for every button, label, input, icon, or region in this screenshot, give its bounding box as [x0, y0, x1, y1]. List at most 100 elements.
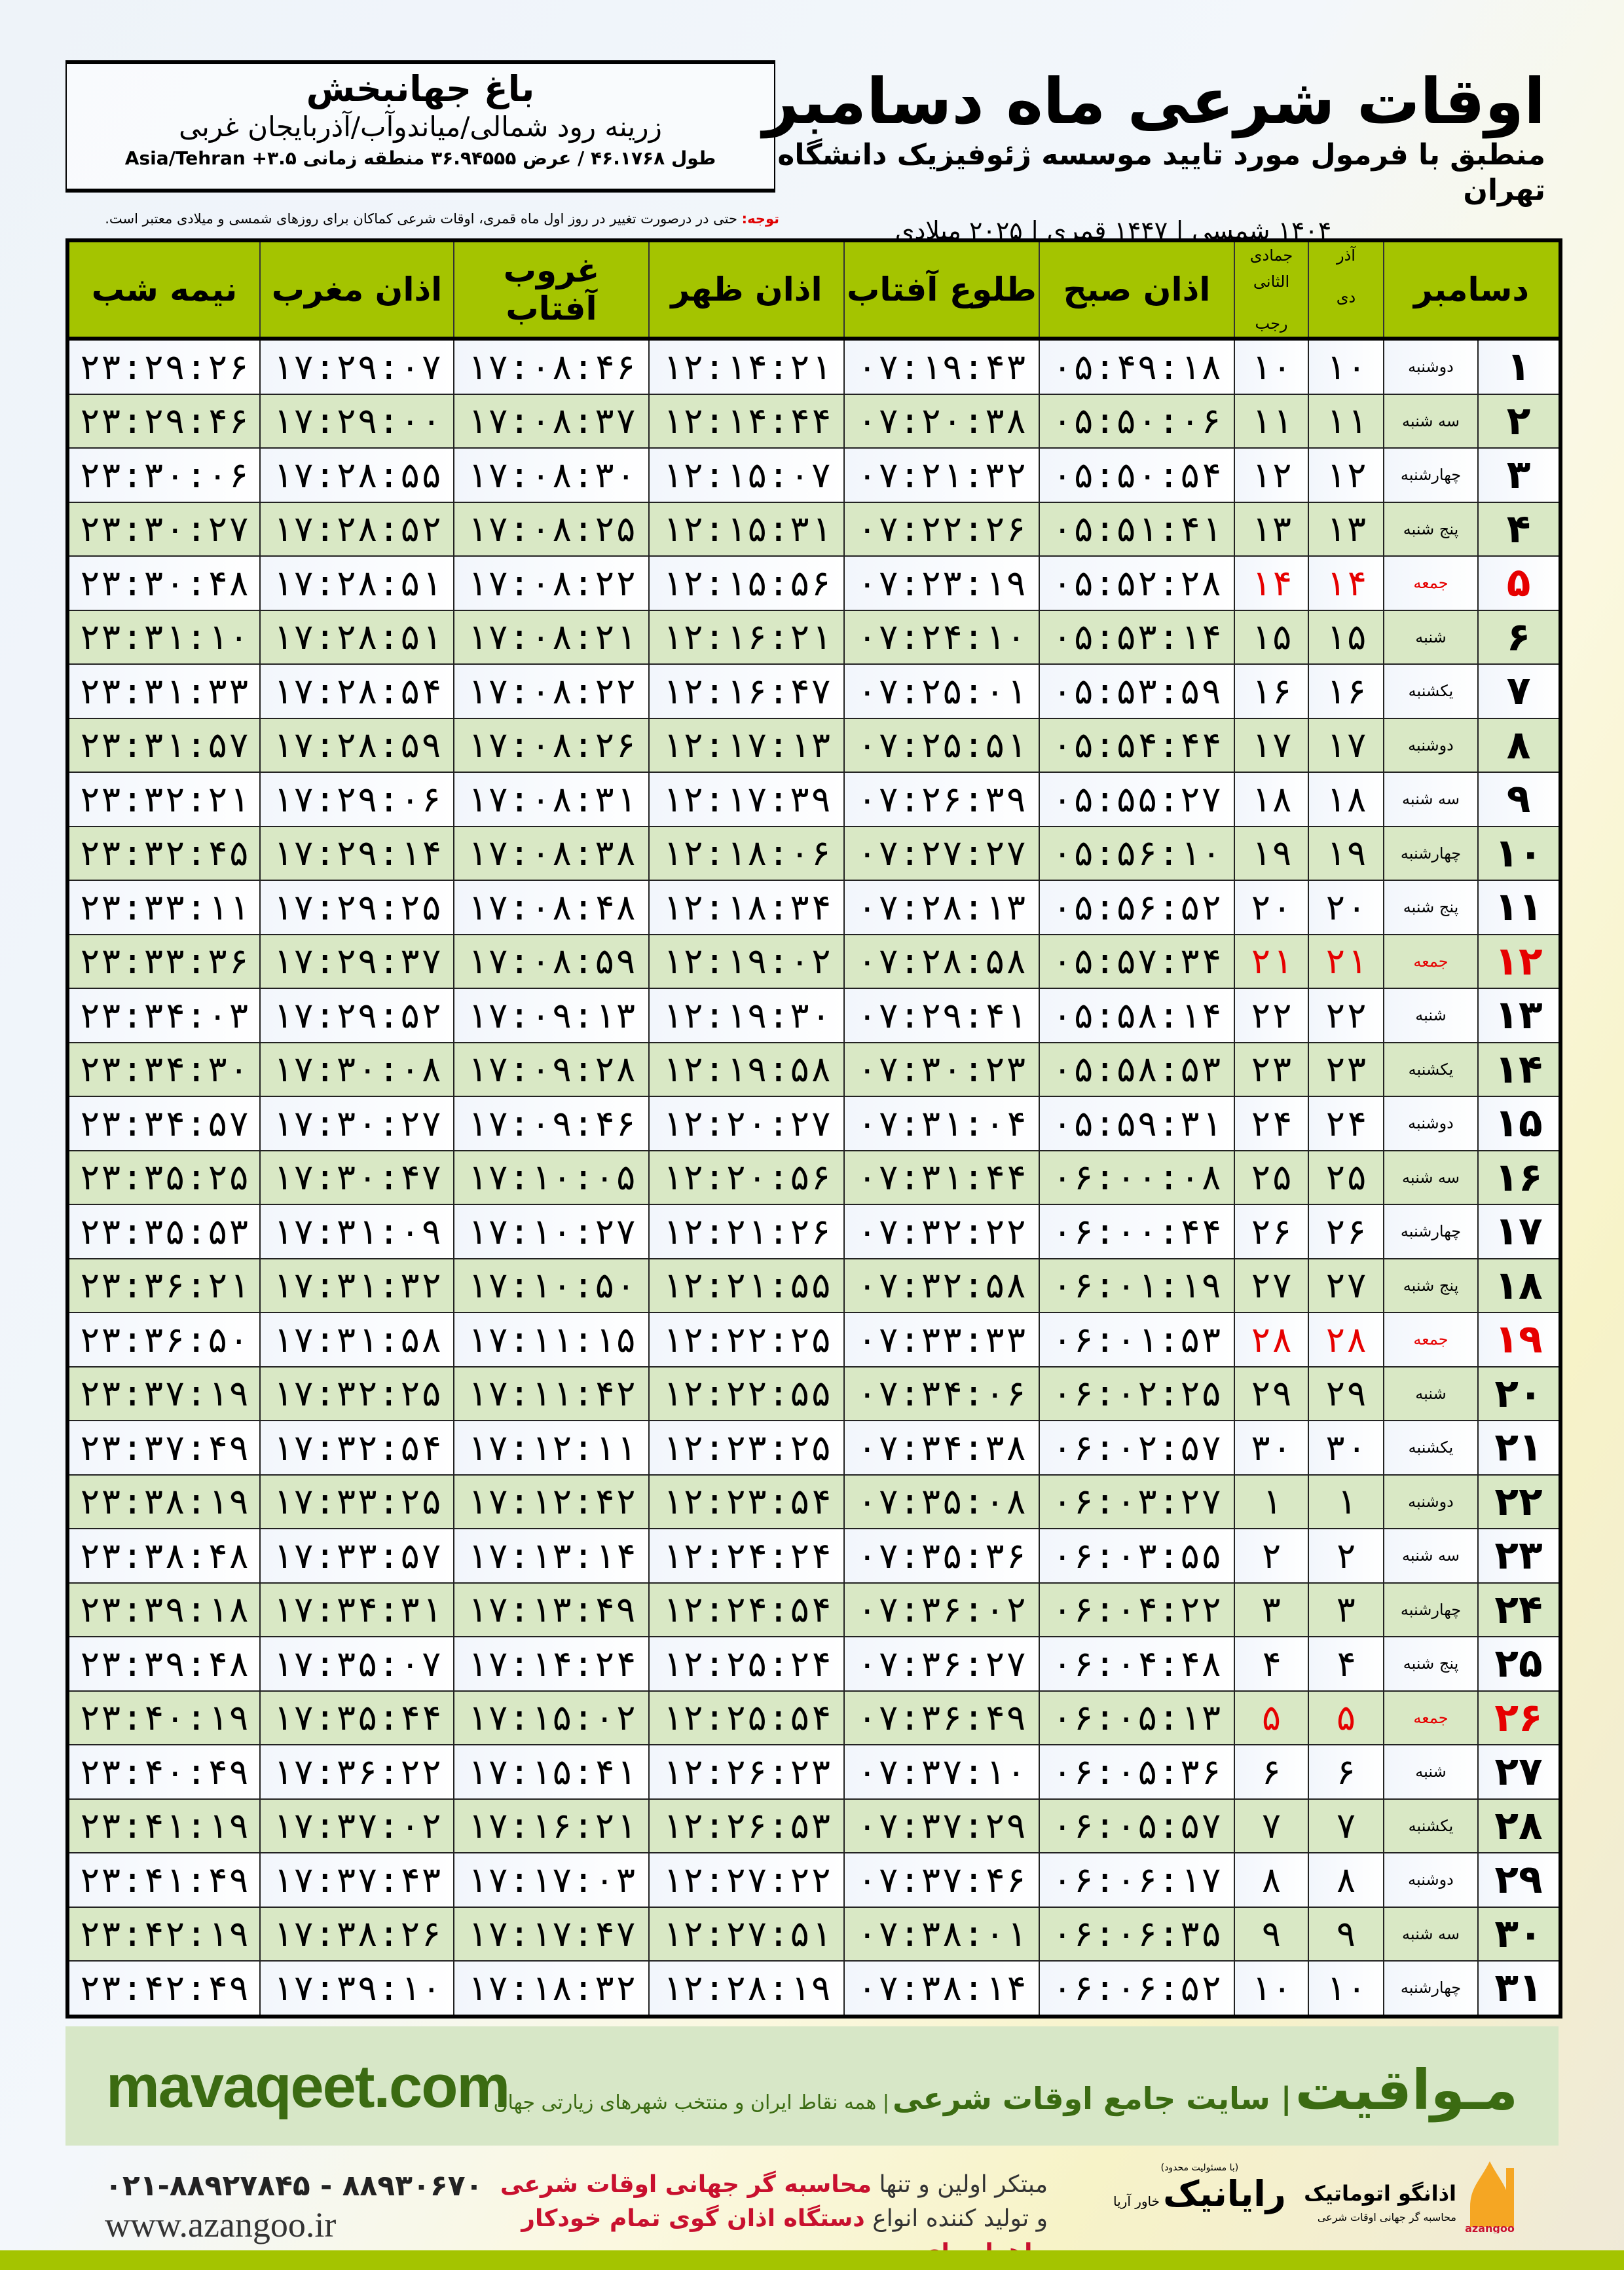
cell-qamari: ۲ [1234, 1528, 1309, 1584]
cell-shamsi: ۱۵ [1308, 609, 1384, 665]
cell-fajr: ۰۶:۰۵:۱۳ [1039, 1690, 1235, 1745]
cell-maghrib: ۱۷:۳۲:۲۵ [259, 1366, 454, 1421]
notice: توجه: حتی در درصورت تغییر در روز اول ماه… [65, 211, 779, 227]
cell-maghrib: ۱۷:۳۳:۵۷ [259, 1528, 454, 1584]
cell-qamari: ۲۹ [1234, 1366, 1309, 1421]
cell-midnight: ۲۳:۳۰:۰۶ [67, 447, 261, 503]
cell-maghrib: ۱۷:۲۸:۵۴ [259, 663, 454, 719]
cell-sunset: ۱۷:۱۲:۴۲ [453, 1474, 650, 1529]
cell-maghrib: ۱۷:۲۹:۲۵ [259, 880, 454, 935]
city-name: باغ جهانبخش [306, 68, 535, 109]
cell-midnight: ۲۳:۳۴:۳۰ [67, 1041, 261, 1097]
cell-fajr: ۰۵:۴۹:۱۸ [1039, 338, 1235, 395]
notice-label: توجه: [741, 211, 779, 227]
cell-day: ۱۱ [1477, 880, 1562, 935]
cell-maghrib: ۱۷:۳۱:۳۲ [259, 1257, 454, 1313]
table-row: ۲۲ دوشنبه ۱ ۱ ۰۶:۰۳:۲۷ ۰۷:۳۵:۰۸ ۱۲:۲۳:۵۴ ۱۷:۱۲:… [67, 1474, 1562, 1529]
cell-midnight: ۲۳:۳۳:۱۱ [67, 880, 261, 935]
cell-weekday: دوشنبه [1382, 1852, 1479, 1908]
header-shamsi: آذر دی [1308, 240, 1384, 341]
cell-shamsi: ۱۰ [1308, 1960, 1384, 2017]
cell-weekday: یکشنبه [1382, 1420, 1479, 1476]
cell-shamsi: ۹ [1308, 1906, 1384, 1962]
cell-weekday: چهارشنبه [1382, 447, 1479, 503]
cell-shamsi: ۴ [1308, 1636, 1384, 1692]
cell-maghrib: ۱۷:۳۱:۵۸ [259, 1312, 454, 1368]
cell-dhuhr: ۱۲:۲۱:۵۵ [648, 1257, 845, 1313]
cell-shamsi: ۶ [1308, 1744, 1384, 1800]
cell-day: ۱ [1477, 338, 1562, 395]
cell-dhuhr: ۱۲:۲۴:۲۴ [648, 1528, 845, 1584]
cell-fajr: ۰۵:۵۸:۵۳ [1039, 1041, 1235, 1097]
cell-weekday: شنبه [1382, 1744, 1479, 1800]
cell-shamsi: ۱۴ [1308, 555, 1384, 611]
cell-maghrib: ۱۷:۳۷:۰۲ [259, 1798, 454, 1853]
cell-sunset: ۱۷:۱۳:۴۹ [453, 1582, 650, 1637]
cell-qamari: ۱۰ [1234, 338, 1309, 395]
cell-dhuhr: ۱۲:۲۲:۲۵ [648, 1312, 845, 1368]
cell-shamsi: ۲۵ [1308, 1149, 1384, 1205]
cell-dhuhr: ۱۲:۱۸:۳۴ [648, 880, 845, 935]
cell-sunrise: ۰۷:۲۰:۳۸ [843, 393, 1040, 449]
table-row: ۲۴ چهارشنبه ۳ ۳ ۰۶:۰۴:۲۲ ۰۷:۳۶:۰۲ ۱۲:۲۴:۵۴ ۱۷:۱… [67, 1582, 1562, 1637]
cell-midnight: ۲۳:۴۰:۴۹ [67, 1744, 261, 1800]
cell-day: ۳۱ [1477, 1960, 1562, 2017]
mavaqeet-url[interactable]: mavaqeet.com [106, 2053, 510, 2120]
cell-weekday: پنج شنبه [1382, 1636, 1479, 1692]
cell-midnight: ۲۳:۳۱:۱۰ [67, 609, 261, 665]
table-row: ۷ یکشنبه ۱۶ ۱۶ ۰۵:۵۳:۵۹ ۰۷:۲۵:۰۱ ۱۲:۱۶:۴۷ ۱۷:۰۸… [67, 663, 1562, 719]
cell-dhuhr: ۱۲:۱۸:۰۶ [648, 825, 845, 881]
table-row: ۴ پنج شنبه ۱۳ ۱۳ ۰۵:۵۱:۴۱ ۰۷:۲۲:۲۶ ۱۲:۱۵:۳۱ ۱۷:… [67, 501, 1562, 557]
cell-fajr: ۰۵:۵۱:۴۱ [1039, 501, 1235, 557]
cell-day: ۱۵ [1477, 1096, 1562, 1151]
cell-sunset: ۱۷:۱۶:۲۱ [453, 1798, 650, 1853]
location-box: باغ جهانبخش زرینه رود شمالی/میاندوآب/آذر… [65, 60, 775, 193]
cell-qamari: ۲۶ [1234, 1204, 1309, 1259]
header-shamsi-top: آذر [1337, 246, 1356, 265]
cell-midnight: ۲۳:۳۴:۰۳ [67, 988, 261, 1043]
cell-dhuhr: ۱۲:۱۷:۱۳ [648, 717, 845, 773]
cell-shamsi: ۲۳ [1308, 1041, 1384, 1097]
footer-website[interactable]: www.azangoo.ir [105, 2205, 337, 2244]
cell-sunset: ۱۷:۰۸:۳۸ [453, 825, 650, 881]
cell-day: ۲۶ [1477, 1690, 1562, 1745]
cell-weekday: شنبه [1382, 1366, 1479, 1421]
mosque-dome-icon: azangoo [1465, 2161, 1515, 2233]
cell-weekday: پنج شنبه [1382, 880, 1479, 935]
notice-text: حتی در درصورت تغییر در روز اول ماه قمری،… [105, 211, 742, 227]
cell-sunset: ۱۷:۱۸:۳۲ [453, 1960, 650, 2017]
cell-sunset: ۱۷:۱۱:۱۵ [453, 1312, 650, 1368]
cell-qamari: ۲۸ [1234, 1312, 1309, 1368]
cell-sunrise: ۰۷:۲۹:۴۱ [843, 988, 1040, 1043]
cell-qamari: ۱۷ [1234, 717, 1309, 773]
cell-qamari: ۱۱ [1234, 393, 1309, 449]
cell-dhuhr: ۱۲:۲۲:۵۵ [648, 1366, 845, 1421]
cell-dhuhr: ۱۲:۲۷:۵۱ [648, 1906, 845, 1962]
cell-sunset: ۱۷:۰۸:۳۱ [453, 772, 650, 827]
cell-sunset: ۱۷:۰۸:۵۹ [453, 933, 650, 989]
cell-dhuhr: ۱۲:۱۶:۲۱ [648, 609, 845, 665]
table-row: ۱ دوشنبه ۱۰ ۱۰ ۰۵:۴۹:۱۸ ۰۷:۱۹:۴۳ ۱۲:۱۴:۲۱ ۱۷:۰۸… [67, 338, 1562, 395]
cell-weekday: جمعه [1382, 933, 1479, 989]
cell-qamari: ۲۴ [1234, 1096, 1309, 1151]
cell-midnight: ۲۳:۲۹:۲۶ [67, 338, 261, 395]
cell-sunrise: ۰۷:۲۸:۵۸ [843, 933, 1040, 989]
cell-shamsi: ۲۸ [1308, 1312, 1384, 1368]
page-header: اوقات شرعی ماه دسامبر منطبق با فرمول مور… [760, 65, 1545, 250]
rayanik-name: رایانیک [1163, 2173, 1286, 2214]
cell-qamari: ۱۴ [1234, 555, 1309, 611]
cell-sunrise: ۰۷:۲۵:۰۱ [843, 663, 1040, 719]
cell-qamari: ۱۰ [1234, 1960, 1309, 2017]
mavaqeet-tagline: سایت جامع اوقات شرعی [893, 2081, 1270, 2116]
cell-fajr: ۰۶:۰۶:۵۲ [1039, 1960, 1235, 2017]
cell-day: ۷ [1477, 663, 1562, 719]
cell-day: ۲۱ [1477, 1420, 1562, 1476]
cell-shamsi: ۱۷ [1308, 717, 1384, 773]
cell-day: ۴ [1477, 501, 1562, 557]
cell-maghrib: ۱۷:۲۸:۵۱ [259, 609, 454, 665]
cell-day: ۱۶ [1477, 1149, 1562, 1205]
cell-fajr: ۰۶:۰۵:۳۶ [1039, 1744, 1235, 1800]
header-sunrise: طلوع آفتاب [843, 240, 1040, 341]
cell-maghrib: ۱۷:۳۸:۲۶ [259, 1906, 454, 1962]
cell-maghrib: ۱۷:۳۷:۴۳ [259, 1852, 454, 1908]
